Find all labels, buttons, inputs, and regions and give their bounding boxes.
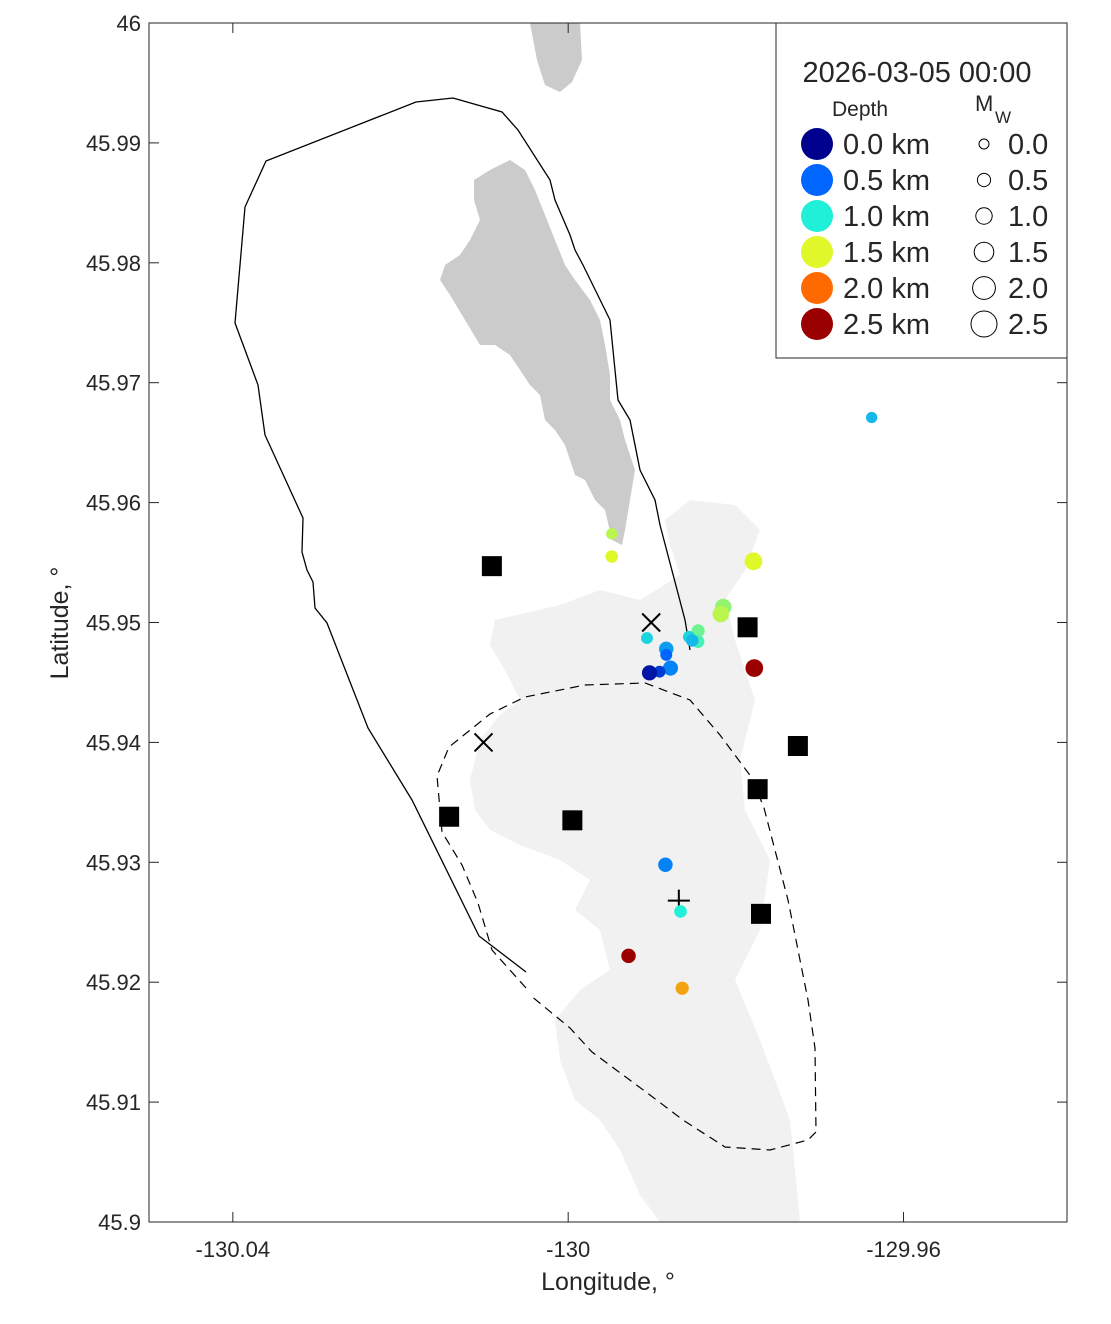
earthquake-point (685, 634, 699, 647)
legend-depth-label: 1.5 km (843, 237, 930, 269)
seafloor-shading (440, 23, 800, 1222)
legend-depth-label: 0.5 km (843, 165, 930, 197)
earthquake-point (641, 665, 658, 681)
earthquake-point (691, 624, 705, 638)
legend-depth-swatch (801, 272, 833, 304)
x-tick-label: -130.04 (196, 1237, 271, 1262)
earthquake-point (621, 948, 636, 964)
legend-depth-label: 2.0 km (843, 273, 930, 305)
legend-depth-swatch (801, 236, 833, 268)
legend-depth-label: 1.0 km (843, 201, 930, 233)
ticks-layer: -130.04 -130 -129.96 45.9 45.91 45.92 45.93 45.… (86, 11, 1067, 1262)
legend-mw-swatch (976, 172, 992, 188)
legend-mw-label: 0.5 (1008, 165, 1048, 197)
y-tick-label: 45.9 (98, 1210, 141, 1235)
y-tick-label: 45.96 (86, 491, 141, 516)
y-tick-label: 45.97 (86, 371, 141, 396)
earthquake-point (660, 648, 673, 661)
legend-depth-swatch (801, 200, 833, 232)
station-marker (747, 779, 768, 800)
y-tick-label: 45.92 (86, 970, 141, 995)
y-tick-label: 45.95 (86, 611, 141, 636)
legend-depth-header: Depth (832, 98, 888, 121)
earthquake-point (606, 528, 618, 540)
station-marker (481, 556, 502, 577)
earthquake-point (674, 905, 687, 918)
legend-mw-swatch (973, 241, 995, 263)
y-tick-label: 45.94 (86, 730, 141, 755)
legend-mw-header: M (975, 91, 993, 116)
earthquake-point (866, 411, 878, 424)
legend-depth-label: 0.0 km (843, 129, 930, 161)
legend-mw-label: 2.5 (1008, 309, 1048, 341)
legend-mw-swatch (972, 276, 996, 300)
legend-mw-entries: 0.0 0.5 1.0 1.5 2.0 2.5 (970, 129, 1048, 341)
north-rift-shading (440, 160, 635, 545)
station-marker (787, 735, 808, 756)
x-tick-label: -130 (546, 1237, 590, 1262)
legend-mw-swatch (978, 138, 990, 150)
legend-depth-swatch (801, 128, 833, 160)
legend-depth-entries: 0.0 km 0.5 km 1.0 km 1.5 km 2.0 km 2.5 km (801, 128, 930, 341)
earthquake-point (712, 605, 729, 623)
legend-mw-swatch (970, 310, 998, 338)
station-marker (737, 617, 758, 638)
y-tick-label: 45.93 (86, 850, 141, 875)
caldera-floor-shading (470, 500, 800, 1222)
station-marker (562, 810, 583, 831)
x-marker (473, 732, 494, 753)
earthquake-point (662, 660, 679, 676)
markers-layer (473, 612, 690, 912)
legend-mw-label: 0.0 (1008, 129, 1048, 161)
legend-mw-swatch (975, 207, 993, 225)
earthquake-point (605, 550, 619, 563)
station-marker (751, 903, 771, 924)
earthquake-point (744, 552, 763, 571)
x-axis-label: Longitude, ° (541, 1268, 675, 1296)
legend-mw-label: 1.0 (1008, 201, 1048, 233)
y-axis-label: Latitude, ° (46, 567, 74, 680)
x-marker (641, 612, 661, 633)
y-tick-label: 46 (117, 11, 141, 36)
legend-mw-header-subscript: W (995, 108, 1011, 127)
north-ridge-shading (530, 23, 582, 92)
legend-depth-swatch (801, 164, 833, 196)
stations-layer (439, 556, 808, 924)
lava-flow-outline-solid (234, 97, 691, 973)
x-marker-stroke (473, 732, 494, 753)
station-marker (439, 806, 460, 827)
y-tick-label: 45.91 (86, 1090, 141, 1115)
earthquakes-layer (605, 411, 878, 995)
legend-title: 2026-03-05 00:00 (803, 57, 1032, 89)
legend-depth-label: 2.5 km (843, 309, 930, 341)
legend: 2026-03-05 00:00 Depth M W 0.0 km 0.5 km 1… (775, 22, 1068, 359)
earthquake-point (675, 981, 689, 995)
legend-mw-label: 1.5 (1008, 237, 1048, 269)
legend-depth-swatch (801, 308, 833, 340)
earthquake-point (658, 857, 673, 872)
y-tick-label: 45.98 (86, 251, 141, 276)
earthquake-point (641, 632, 653, 645)
y-tick-label: 45.99 (86, 131, 141, 156)
x-tick-label: -129.96 (866, 1237, 941, 1262)
earthquake-point (745, 659, 764, 677)
x-marker-stroke (641, 612, 661, 633)
legend-mw-label: 2.0 (1008, 273, 1048, 305)
